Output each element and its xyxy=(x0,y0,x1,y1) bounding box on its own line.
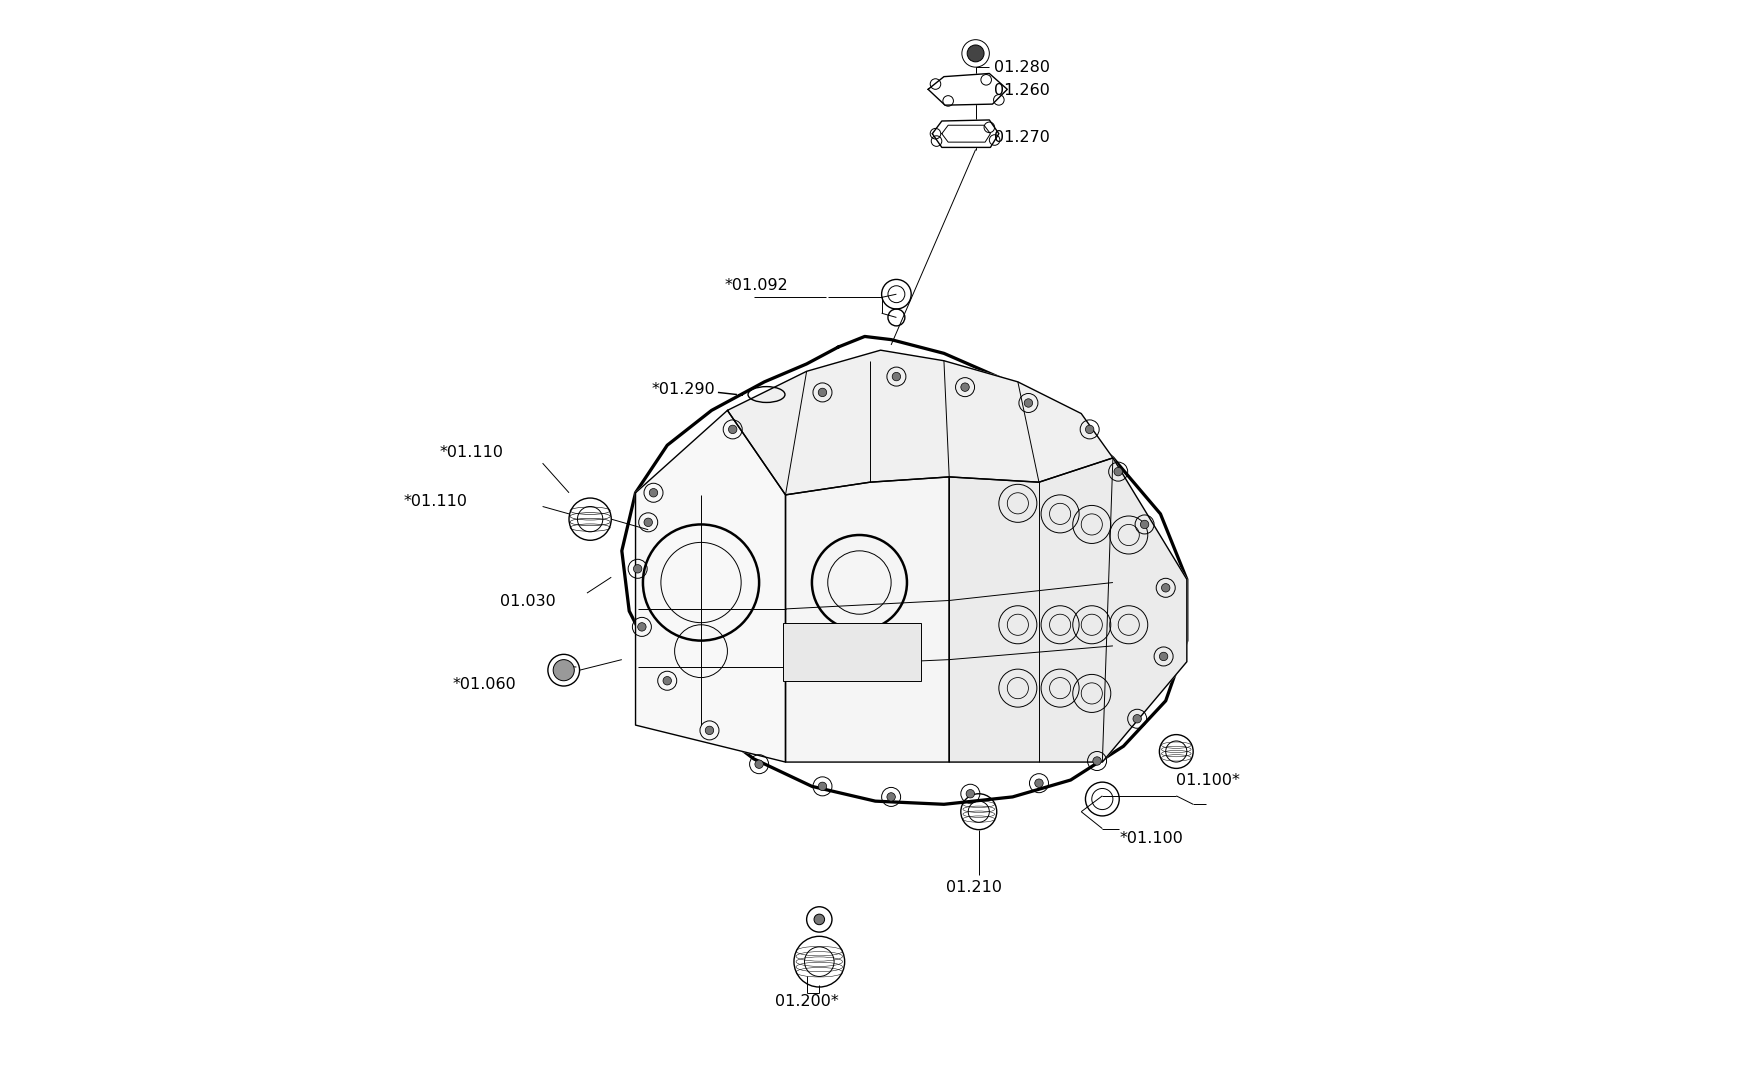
Text: *01.290: *01.290 xyxy=(650,382,715,397)
Text: 01.030: 01.030 xyxy=(501,594,556,609)
Circle shape xyxy=(1035,779,1043,788)
Circle shape xyxy=(887,793,896,801)
Circle shape xyxy=(1139,520,1148,529)
Text: 01.260: 01.260 xyxy=(993,82,1049,97)
Text: *01.110: *01.110 xyxy=(438,445,503,460)
Circle shape xyxy=(729,425,737,433)
Polygon shape xyxy=(949,458,1186,762)
Text: 01.210: 01.210 xyxy=(946,881,1002,896)
Text: *01.092: *01.092 xyxy=(723,278,788,293)
Text: 01.280: 01.280 xyxy=(993,60,1049,75)
Circle shape xyxy=(1132,715,1141,723)
Text: *01.110: *01.110 xyxy=(403,493,468,508)
Circle shape xyxy=(960,383,969,392)
Circle shape xyxy=(817,782,826,791)
Circle shape xyxy=(636,623,645,631)
Circle shape xyxy=(755,760,763,768)
Polygon shape xyxy=(784,477,949,762)
Circle shape xyxy=(649,489,657,496)
Circle shape xyxy=(814,914,824,924)
Circle shape xyxy=(967,45,984,62)
Circle shape xyxy=(817,388,826,397)
Polygon shape xyxy=(727,350,1113,494)
Text: 01.100*: 01.100* xyxy=(1176,773,1240,788)
Circle shape xyxy=(704,727,713,735)
Polygon shape xyxy=(932,120,998,148)
Circle shape xyxy=(1085,425,1094,433)
Circle shape xyxy=(1092,756,1101,765)
Polygon shape xyxy=(621,336,1186,805)
Circle shape xyxy=(1162,583,1169,592)
Circle shape xyxy=(892,372,901,381)
Circle shape xyxy=(1113,468,1122,476)
Circle shape xyxy=(553,659,574,681)
Circle shape xyxy=(663,676,671,685)
Polygon shape xyxy=(635,411,784,762)
Circle shape xyxy=(643,518,652,526)
Circle shape xyxy=(965,790,974,798)
Bar xyxy=(783,623,920,681)
Circle shape xyxy=(1158,653,1167,660)
Text: 01.270: 01.270 xyxy=(993,131,1049,146)
Text: 01.200*: 01.200* xyxy=(774,994,838,1009)
Text: *01.060: *01.060 xyxy=(452,677,516,692)
Polygon shape xyxy=(927,74,1007,105)
Circle shape xyxy=(633,565,642,574)
Text: *01.100: *01.100 xyxy=(1118,830,1183,845)
Circle shape xyxy=(1024,399,1031,408)
